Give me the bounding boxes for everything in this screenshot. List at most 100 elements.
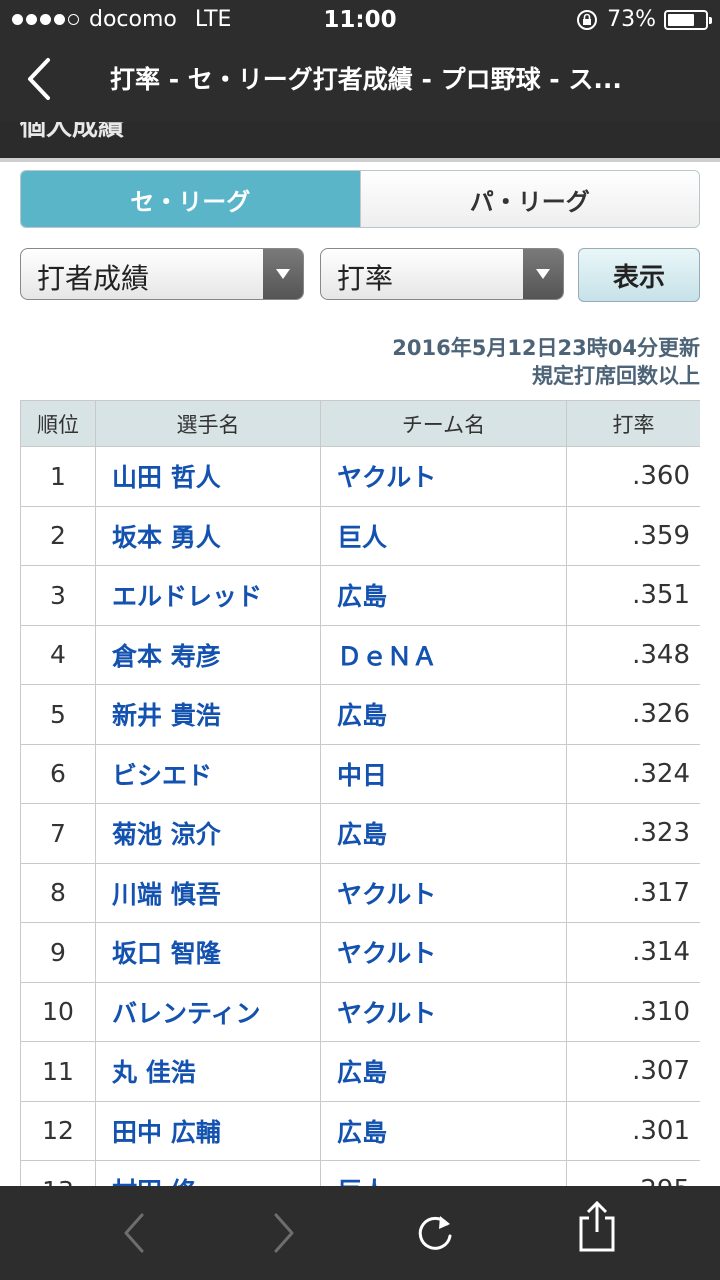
batting-average-cell: .348 <box>566 624 700 685</box>
batting-average-cell: .307 <box>566 1041 700 1102</box>
batting-average-cell: .324 <box>566 743 700 804</box>
team-name-link[interactable]: 広島 <box>320 1041 567 1102</box>
batting-average-cell: .351 <box>566 565 700 626</box>
batting-average-cell: .295 <box>566 1160 700 1186</box>
tab-pacific-league[interactable]: パ・リーグ <box>359 171 699 227</box>
network-type: LTE <box>194 7 232 32</box>
player-name-link[interactable]: 川端 慎吾 <box>95 862 321 923</box>
team-name-link[interactable]: 巨人 <box>320 1160 567 1186</box>
carrier-name: docomo <box>89 7 177 32</box>
table-row: 7 菊池 涼介 広島 .323 <box>20 803 700 864</box>
team-name-link[interactable]: 広島 <box>320 803 567 864</box>
dropdown-arrow-icon <box>263 249 303 299</box>
team-name-link[interactable]: ヤクルト <box>320 981 567 1042</box>
batting-average-cell: .359 <box>566 505 700 566</box>
rank-cell: 10 <box>20 981 96 1042</box>
rank-cell: 11 <box>20 1041 96 1102</box>
rank-cell: 6 <box>20 743 96 804</box>
section-heading-text: 個人成績 <box>20 122 125 142</box>
table-row: 12 田中 広輔 広島 .301 <box>20 1100 700 1161</box>
update-info: 2016年5月12日23時04分更新 規定打席回数以上 <box>392 334 700 390</box>
chevron-left-icon <box>28 58 50 100</box>
back-button[interactable] <box>18 54 62 104</box>
reload-icon[interactable] <box>410 1208 460 1258</box>
batting-average-table: 順位 選手名 チーム名 打率 1 山田 哲人 ヤクルト .360 2 坂本 勇人 巨人 .35… <box>20 400 700 1186</box>
battery-percent: 73% <box>607 7 656 32</box>
team-name-link[interactable]: 巨人 <box>320 505 567 566</box>
rank-cell: 7 <box>20 803 96 864</box>
rank-cell: 12 <box>20 1100 96 1161</box>
table-header-row: 順位 選手名 チーム名 打率 <box>20 400 700 447</box>
player-name-link[interactable]: 新井 貴浩 <box>95 684 321 745</box>
back-arrow-icon[interactable] <box>110 1208 160 1258</box>
table-row: 11 丸 佳浩 広島 .307 <box>20 1041 700 1102</box>
table-row: 3 エルドレッド 広島 .351 <box>20 565 700 626</box>
table-row: 1 山田 哲人 ヤクルト .360 <box>20 446 700 507</box>
divider <box>0 158 720 162</box>
rank-cell: 2 <box>20 505 96 566</box>
rank-cell: 3 <box>20 565 96 626</box>
team-name-link[interactable]: ヤクルト <box>320 922 567 983</box>
show-button[interactable]: 表示 <box>578 248 700 302</box>
signal-strength-icon <box>12 14 79 25</box>
table-row: 13村田 修一巨人.295 <box>20 1160 700 1186</box>
rotation-lock-icon <box>577 9 598 30</box>
table-row: 4 倉本 寿彦 ＤｅＮＡ .348 <box>20 624 700 685</box>
league-tabs: セ・リーグ パ・リーグ <box>20 170 700 228</box>
team-name-link[interactable]: ＤｅＮＡ <box>320 624 567 685</box>
rank-cell: 8 <box>20 862 96 923</box>
status-bar: docomo LTE 11:00 73% <box>0 0 720 40</box>
batting-average-cell: .314 <box>566 922 700 983</box>
player-name-link[interactable]: ビシエド <box>95 743 321 804</box>
player-name-link[interactable]: エルドレッド <box>95 565 321 626</box>
player-name-link[interactable]: 坂本 勇人 <box>95 505 321 566</box>
batting-average-cell: .360 <box>566 446 700 507</box>
player-name-link[interactable]: 山田 哲人 <box>95 446 321 507</box>
battery-icon <box>664 9 712 30</box>
category-select-value: 打者成績 <box>37 262 150 295</box>
batting-average-cell: .301 <box>566 1100 700 1161</box>
rank-cell: 4 <box>20 624 96 685</box>
header-average: 打率 <box>566 400 700 447</box>
update-timestamp: 2016年5月12日23時04分更新 <box>392 336 700 360</box>
rank-cell: 5 <box>20 684 96 745</box>
browser-toolbar <box>0 1186 720 1280</box>
clock: 11:00 <box>323 7 397 33</box>
player-name-link[interactable]: 坂口 智隆 <box>95 922 321 983</box>
rank-cell: 1 <box>20 446 96 507</box>
category-select[interactable]: 打者成績 <box>20 248 304 300</box>
table-row: 6 ビシエド 中日 .324 <box>20 743 700 804</box>
qualification-note: 規定打席回数以上 <box>532 364 700 388</box>
stat-select[interactable]: 打率 <box>320 248 564 300</box>
header-team: チーム名 <box>320 400 567 447</box>
player-name-link[interactable]: 村田 修一 <box>95 1160 321 1186</box>
table-row: 8 川端 慎吾 ヤクルト .317 <box>20 862 700 923</box>
status-right: 73% <box>575 7 712 32</box>
page-title: 打率 - セ・リーグ打者成績 - プロ野球 - ス... <box>110 65 622 94</box>
team-name-link[interactable]: 広島 <box>320 565 567 626</box>
batting-average-cell: .317 <box>566 862 700 923</box>
player-name-link[interactable]: 菊池 涼介 <box>95 803 321 864</box>
player-name-link[interactable]: 丸 佳浩 <box>95 1041 321 1102</box>
batting-average-cell: .326 <box>566 684 700 745</box>
batting-average-cell: .310 <box>566 981 700 1042</box>
table-row: 9 坂口 智隆 ヤクルト .314 <box>20 922 700 983</box>
team-name-link[interactable]: 広島 <box>320 1100 567 1161</box>
team-name-link[interactable]: ヤクルト <box>320 862 567 923</box>
team-name-link[interactable]: 広島 <box>320 684 567 745</box>
table-row: 10 バレンティン ヤクルト .310 <box>20 981 700 1042</box>
table-row: 5 新井 貴浩 広島 .326 <box>20 684 700 745</box>
rank-cell: 9 <box>20 922 96 983</box>
player-name-link[interactable]: 田中 広輔 <box>95 1100 321 1161</box>
share-icon[interactable] <box>572 1200 622 1252</box>
team-name-link[interactable]: 中日 <box>320 743 567 804</box>
team-name-link[interactable]: ヤクルト <box>320 446 567 507</box>
section-heading: 個人成績 <box>0 122 720 162</box>
player-name-link[interactable]: バレンティン <box>95 981 321 1042</box>
player-name-link[interactable]: 倉本 寿彦 <box>95 624 321 685</box>
tab-central-league[interactable]: セ・リーグ <box>21 171 360 227</box>
forward-arrow-icon[interactable] <box>258 1208 308 1258</box>
dropdown-arrow-icon <box>523 249 563 299</box>
stat-select-value: 打率 <box>337 262 394 295</box>
carrier-info: docomo LTE <box>12 7 231 32</box>
